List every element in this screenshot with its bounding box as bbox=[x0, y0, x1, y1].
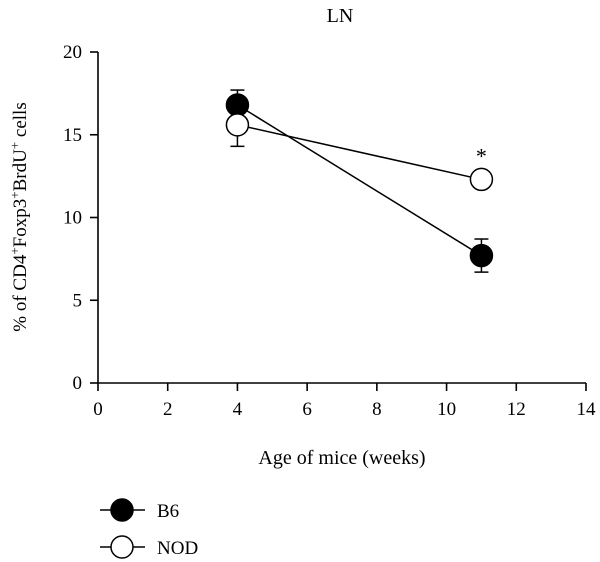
y-axis-label: % of CD4+Foxp3+BrdU+ cells bbox=[7, 102, 31, 331]
series-line-nod bbox=[237, 124, 482, 181]
significance-marker: * bbox=[476, 143, 487, 168]
legend-item-b6: B6 bbox=[100, 498, 179, 522]
markers-nod bbox=[225, 113, 494, 192]
markers-b6 bbox=[225, 93, 494, 268]
annotations: * bbox=[476, 143, 487, 168]
legend-label-b6: B6 bbox=[157, 501, 179, 522]
y-tick-label: 0 bbox=[73, 373, 83, 394]
x-tick-label: 0 bbox=[93, 399, 103, 420]
x-tick-label: 10 bbox=[437, 399, 456, 420]
chart-title: LN bbox=[327, 5, 354, 27]
x-tick-label: 4 bbox=[233, 399, 243, 420]
data-point-nod bbox=[469, 167, 494, 192]
y-tick-label: 15 bbox=[63, 125, 82, 146]
series-b6 bbox=[230, 89, 489, 273]
series-line-b6 bbox=[237, 104, 482, 257]
data-point-b6 bbox=[225, 93, 250, 117]
x-axis: 0 2 4 6 8 10 12 14 bbox=[93, 382, 597, 420]
y-tick-label: 10 bbox=[63, 208, 82, 229]
y-tick-label: 20 bbox=[63, 42, 82, 63]
data-point-nod bbox=[225, 113, 250, 137]
x-tick-label: 14 bbox=[577, 399, 597, 420]
y-tick-label: 5 bbox=[73, 290, 83, 311]
x-axis-label: Age of mice (weeks) bbox=[258, 447, 425, 469]
legend-marker-b6 bbox=[110, 498, 134, 522]
x-tick-label: 6 bbox=[302, 399, 312, 420]
x-tick-label: 2 bbox=[163, 399, 173, 420]
x-tick-label: 12 bbox=[507, 399, 526, 420]
legend-label-nod: NOD bbox=[157, 538, 198, 559]
y-axis: 0 5 10 15 20 bbox=[63, 42, 99, 394]
x-tick-label: 8 bbox=[372, 399, 382, 420]
plot-area bbox=[225, 89, 494, 273]
legend-marker-nod bbox=[110, 535, 134, 559]
series-nod bbox=[230, 102, 482, 181]
legend: B6 NOD bbox=[100, 498, 198, 559]
legend-item-nod: NOD bbox=[100, 535, 198, 559]
data-point-b6 bbox=[469, 243, 494, 268]
